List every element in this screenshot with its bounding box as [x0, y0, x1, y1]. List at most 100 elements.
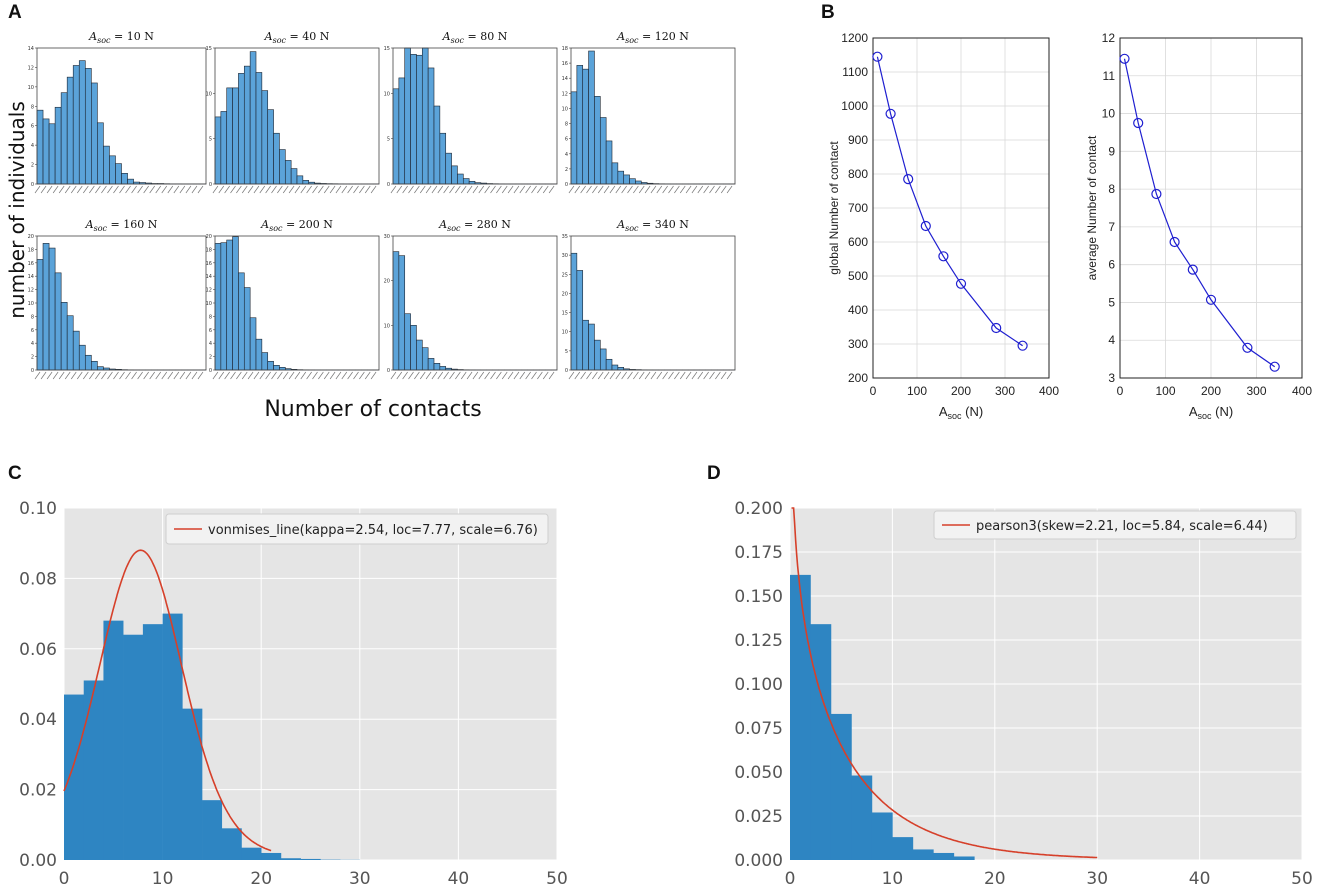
x-tick-label	[191, 371, 198, 380]
x-tick-label: 0	[785, 869, 796, 889]
y-tick-label: 0	[31, 368, 34, 374]
histogram-bar	[267, 360, 274, 371]
histogram-bar	[296, 175, 304, 185]
x-tick-label	[720, 371, 727, 380]
histogram-bar	[594, 96, 601, 185]
histogram-bar	[226, 87, 233, 185]
histogram-bar	[60, 302, 68, 371]
y-tick-label: 14	[562, 76, 568, 82]
x-tick-label	[40, 371, 47, 380]
x-tick-label	[83, 371, 89, 380]
histogram-bar	[445, 152, 452, 185]
x-tick-label	[644, 371, 651, 380]
subplot-frame	[214, 47, 380, 185]
x-tick-label	[64, 185, 71, 194]
x-tick-label	[496, 185, 502, 194]
x-tick-label	[580, 185, 586, 194]
x-tick-label	[185, 185, 192, 194]
x-tick-label	[318, 371, 324, 380]
x-tick-label	[143, 185, 149, 194]
x-tick-label	[425, 185, 432, 194]
x-tick-label	[697, 185, 704, 194]
x-tick-label: 50	[546, 869, 568, 889]
y-tick-label: 0.025	[734, 807, 783, 827]
x-tick-label	[306, 185, 312, 194]
histogram-bar	[588, 323, 595, 371]
x-tick-label	[58, 371, 65, 380]
subplot-title: Asoc = 160 N	[85, 218, 158, 233]
x-tick-label	[312, 371, 318, 380]
x-tick-label	[161, 185, 168, 194]
histogram-bar	[576, 270, 584, 371]
x-tick-label	[185, 371, 192, 380]
y-tick-label: 6	[1108, 258, 1115, 272]
x-tick-label	[650, 185, 657, 194]
x-tick-label	[513, 371, 520, 380]
x-tick-label: 300	[995, 384, 1015, 398]
data-point	[903, 174, 914, 185]
histogram-bar	[48, 247, 56, 371]
x-tick-label	[603, 371, 610, 380]
x-tick-label	[519, 185, 526, 194]
histogram-bar	[599, 117, 607, 185]
x-tick-label	[70, 371, 77, 380]
x-tick-label	[396, 185, 403, 194]
y-tick-label: 0.050	[734, 763, 783, 783]
x-tick-label	[230, 371, 236, 380]
panel-a-ylabel: number of individuals	[5, 101, 29, 319]
y-tick-label: 18	[28, 247, 34, 253]
y-tick-label: 0.04	[19, 710, 57, 730]
legend: vonmises_line(kappa=2.54, loc=7.77, scal…	[165, 513, 549, 545]
x-tick-label	[656, 371, 663, 380]
histogram-bar	[162, 613, 183, 860]
y-tick-label: 200	[848, 371, 868, 385]
histogram-bar	[830, 713, 852, 860]
data-point	[885, 108, 896, 119]
subplot-2: 0 5 10 15 Asoc = 40 N	[206, 30, 380, 194]
y-tick-label: 18	[206, 247, 212, 253]
x-tick-label	[490, 371, 496, 380]
x-tick-label	[574, 185, 581, 194]
histogram-bar	[392, 251, 400, 371]
y-tick-label: 0.075	[734, 719, 783, 739]
x-tick-label	[241, 185, 248, 194]
x-tick-label	[253, 371, 260, 380]
histogram-bar	[605, 140, 613, 185]
histogram-bar	[97, 122, 104, 185]
y-tick-label: 0	[565, 182, 568, 188]
histogram-bar	[457, 173, 464, 185]
x-tick-label	[586, 185, 592, 194]
histogram-bar	[416, 54, 423, 185]
x-tick-label	[548, 185, 555, 194]
histogram-bar	[36, 259, 44, 371]
data-point	[1242, 342, 1253, 353]
x-tick-label	[597, 371, 604, 380]
x-tick-label	[370, 185, 377, 194]
histogram-bar	[404, 313, 411, 371]
x-tick-label	[478, 185, 485, 194]
y-tick-label: 18	[562, 46, 568, 52]
y-tick-label: 9	[1108, 144, 1115, 158]
y-tick-label: 20	[28, 234, 34, 240]
panel-a-xlabel: Number of contacts	[264, 397, 481, 422]
x-tick-label	[364, 371, 371, 380]
histogram-bar	[142, 624, 163, 860]
y-tick-label: 800	[848, 167, 868, 181]
y-tick-label: 14	[28, 274, 34, 280]
subplot-8: 0 5 10 15 20 25 30 35 Asoc = 340 N	[562, 218, 736, 380]
x-tick-label: 100	[907, 384, 927, 398]
y-tick-label: 5	[209, 137, 212, 143]
x-tick-label: 30	[349, 869, 371, 889]
data-point	[920, 220, 931, 232]
y-tick-label: 0	[209, 368, 212, 374]
y-tick-label: 12	[1102, 31, 1116, 45]
histogram-bar	[933, 852, 955, 860]
x-tick-label	[431, 371, 438, 380]
subplot-title: Asoc = 280 N	[438, 218, 511, 233]
x-tick-label	[548, 371, 555, 380]
x-tick-label	[347, 371, 353, 380]
subplot-3: 0 5 10 15 Asoc = 80 N	[384, 30, 558, 194]
subplot-title: Asoc = 80 N	[442, 30, 508, 45]
x-tick-label	[218, 371, 225, 380]
